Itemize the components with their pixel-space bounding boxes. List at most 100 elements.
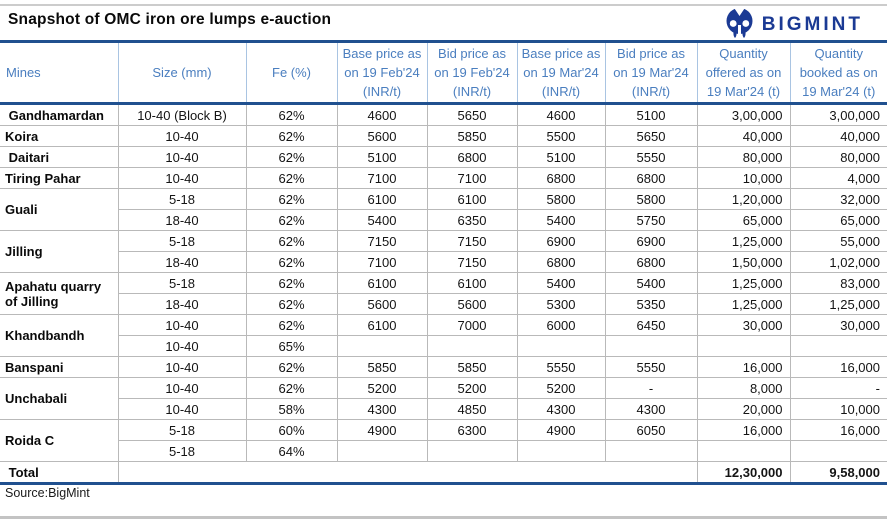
column-header: Size (mm) [117, 41, 246, 104]
baseMar-cell: 4900 [516, 419, 606, 441]
qtyOffered-cell: 16,000 [696, 419, 791, 441]
total-empty-cell [117, 461, 698, 485]
bidFeb-cell: 7000 [426, 314, 518, 336]
baseFeb-cell: 5400 [336, 209, 428, 231]
size-cell: 18-40 [118, 209, 247, 231]
bidFeb-cell: 6800 [426, 146, 518, 168]
total-label-cell: Total [0, 461, 119, 485]
size-cell: 10-40 [117, 146, 247, 168]
baseMar-cell: 6800 [516, 251, 606, 273]
bottom-divider [0, 516, 887, 519]
column-header: Fe (%) [245, 41, 337, 104]
baseFeb-cell: 6100 [336, 272, 428, 294]
baseFeb-cell: 7150 [336, 230, 428, 252]
bidMar-cell: 6050 [604, 419, 698, 441]
size-cell: 5-18 [117, 188, 247, 210]
baseFeb-cell: 5600 [336, 125, 428, 147]
qtyOffered-cell: 16,000 [696, 356, 791, 378]
fe-cell: 62% [245, 293, 338, 315]
bidMar-cell: 5400 [604, 272, 698, 294]
bigmint-mascot-icon [726, 7, 753, 38]
bidMar-cell [604, 440, 698, 462]
bidFeb-cell: 4850 [426, 398, 518, 420]
qtyOffered-cell: 40,000 [696, 125, 791, 147]
baseFeb-cell: 4600 [336, 103, 428, 126]
mine-name-cell: Khandbandh [0, 314, 119, 357]
baseFeb-cell: 5850 [336, 356, 428, 378]
qtyOffered-cell: 10,000 [696, 167, 791, 189]
qtyBooked-cell [789, 440, 887, 462]
baseFeb-cell: 5600 [336, 293, 428, 315]
qtyOffered-cell: 1,25,000 [696, 230, 791, 252]
bigmint-logo: BIGMINT [724, 7, 863, 42]
mine-name-cell: Tiring Pahar [0, 167, 119, 189]
qtyBooked-cell: 16,000 [789, 356, 887, 378]
baseFeb-cell: 7100 [336, 251, 428, 273]
top-divider [0, 4, 887, 6]
size-cell: 5-18 [118, 440, 247, 462]
fe-cell: 62% [245, 251, 338, 273]
bidMar-cell: 6800 [604, 167, 698, 189]
total-row: Total 12,30,000 9,58,000 [0, 461, 887, 485]
table-row: 18-40 62% 5600 5600 5300 5350 1,25,000 1,25,000 [0, 293, 887, 315]
baseFeb-cell [336, 440, 428, 462]
table-row: 18-40 62% 5400 6350 5400 5750 65,000 65,000 [0, 209, 887, 231]
bidFeb-cell: 5600 [426, 293, 518, 315]
page-title: Snapshot of OMC iron ore lumps e-auction [8, 11, 332, 28]
baseMar-cell [516, 335, 606, 357]
fe-cell: 62% [245, 146, 338, 168]
bidFeb-cell: 5850 [426, 125, 518, 147]
bidFeb-cell: 5850 [426, 356, 518, 378]
mine-name-cell: Koira [0, 125, 119, 147]
auction-table: Mines Size (mm) Fe (%) Base price as on 19 … [0, 40, 887, 485]
bidFeb-cell: 6100 [426, 272, 518, 294]
baseFeb-cell [336, 335, 428, 357]
column-header: Base price as on 19 Mar'24 (INR/t) [516, 41, 605, 104]
qtyOffered-cell [696, 440, 791, 462]
total-qtyBooked-cell: 9,58,000 [789, 461, 887, 485]
bidMar-cell: 5550 [604, 356, 698, 378]
size-cell: 10-40 [118, 398, 247, 420]
fe-cell: 62% [245, 125, 338, 147]
baseMar-cell: 5200 [516, 377, 606, 399]
qtyBooked-cell: 4,000 [789, 167, 887, 189]
table-row: Koira 10-40 62% 5600 5850 5500 5650 40,000 40,00… [0, 125, 887, 147]
size-cell: 10-40 [117, 356, 247, 378]
baseFeb-cell: 4300 [336, 398, 428, 420]
bidMar-cell: 5550 [604, 146, 698, 168]
bidMar-cell: 5100 [604, 103, 698, 126]
table-row: Daitari 10-40 62% 5100 6800 5100 5550 80,000 80,… [0, 146, 887, 168]
bidFeb-cell: 7100 [426, 167, 518, 189]
baseMar-cell: 4300 [516, 398, 606, 420]
qtyOffered-cell: 65,000 [696, 209, 791, 231]
baseFeb-cell: 5200 [336, 377, 428, 399]
size-cell: 10-40 (Block B) [117, 103, 247, 126]
fe-cell: 58% [245, 398, 338, 420]
qtyOffered-cell: 1,50,000 [696, 251, 791, 273]
baseMar-cell: 5100 [516, 146, 606, 168]
fe-cell: 62% [245, 356, 338, 378]
qtyBooked-cell: 30,000 [789, 314, 887, 336]
bigmint-logo-text: BIGMINT [761, 13, 863, 35]
table-row: Apahatu quarry of Jilling 5-18 62% 6100 6100… [0, 272, 887, 315]
qtyBooked-cell: 65,000 [789, 209, 887, 231]
baseFeb-cell: 5100 [336, 146, 428, 168]
bidMar-cell: 5800 [604, 188, 698, 210]
bidMar-cell: - [604, 377, 698, 399]
bidFeb-cell: 7150 [426, 251, 518, 273]
baseMar-cell: 5300 [516, 293, 606, 315]
qtyBooked-cell: 80,000 [789, 146, 887, 168]
bidMar-cell: 6900 [604, 230, 698, 252]
bidFeb-cell: 6350 [426, 209, 518, 231]
table-header: Mines Size (mm) Fe (%) Base price as on 19 … [0, 41, 887, 104]
fe-cell: 62% [245, 377, 338, 399]
bidMar-cell: 6800 [604, 251, 698, 273]
qtyBooked-cell: 55,000 [789, 230, 887, 252]
baseMar-cell: 5800 [516, 188, 606, 210]
fe-cell: 62% [245, 188, 338, 210]
baseMar-cell: 6900 [516, 230, 606, 252]
size-cell: 5-18 [117, 230, 247, 252]
fe-cell: 65% [245, 335, 338, 357]
qtyBooked-cell: - [789, 377, 887, 399]
